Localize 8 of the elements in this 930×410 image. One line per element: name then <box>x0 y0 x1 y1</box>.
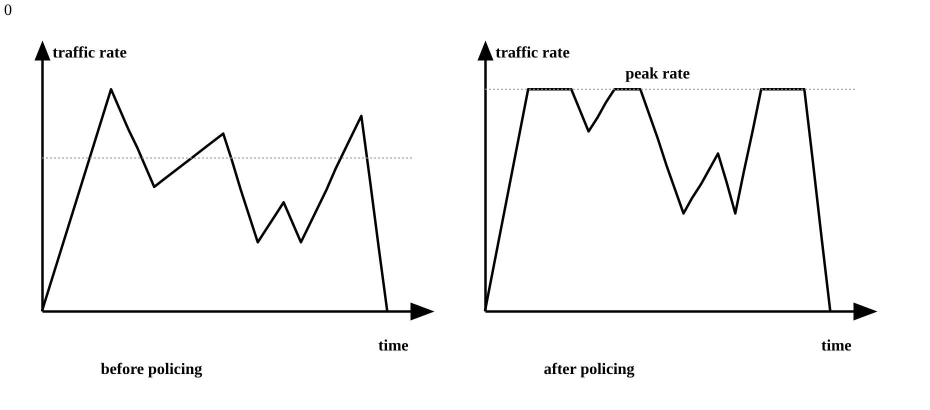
y-axis-title: traffic rate <box>52 44 127 62</box>
text: before policing <box>100 361 202 378</box>
y-axis-title: traffic rate <box>496 44 570 62</box>
x-axis-title: time <box>378 338 408 354</box>
text: after policing <box>544 361 635 378</box>
x-axis-title: time <box>821 338 852 354</box>
ref-line-label: peak rate <box>625 65 690 82</box>
text: 0 <box>4 2 12 20</box>
